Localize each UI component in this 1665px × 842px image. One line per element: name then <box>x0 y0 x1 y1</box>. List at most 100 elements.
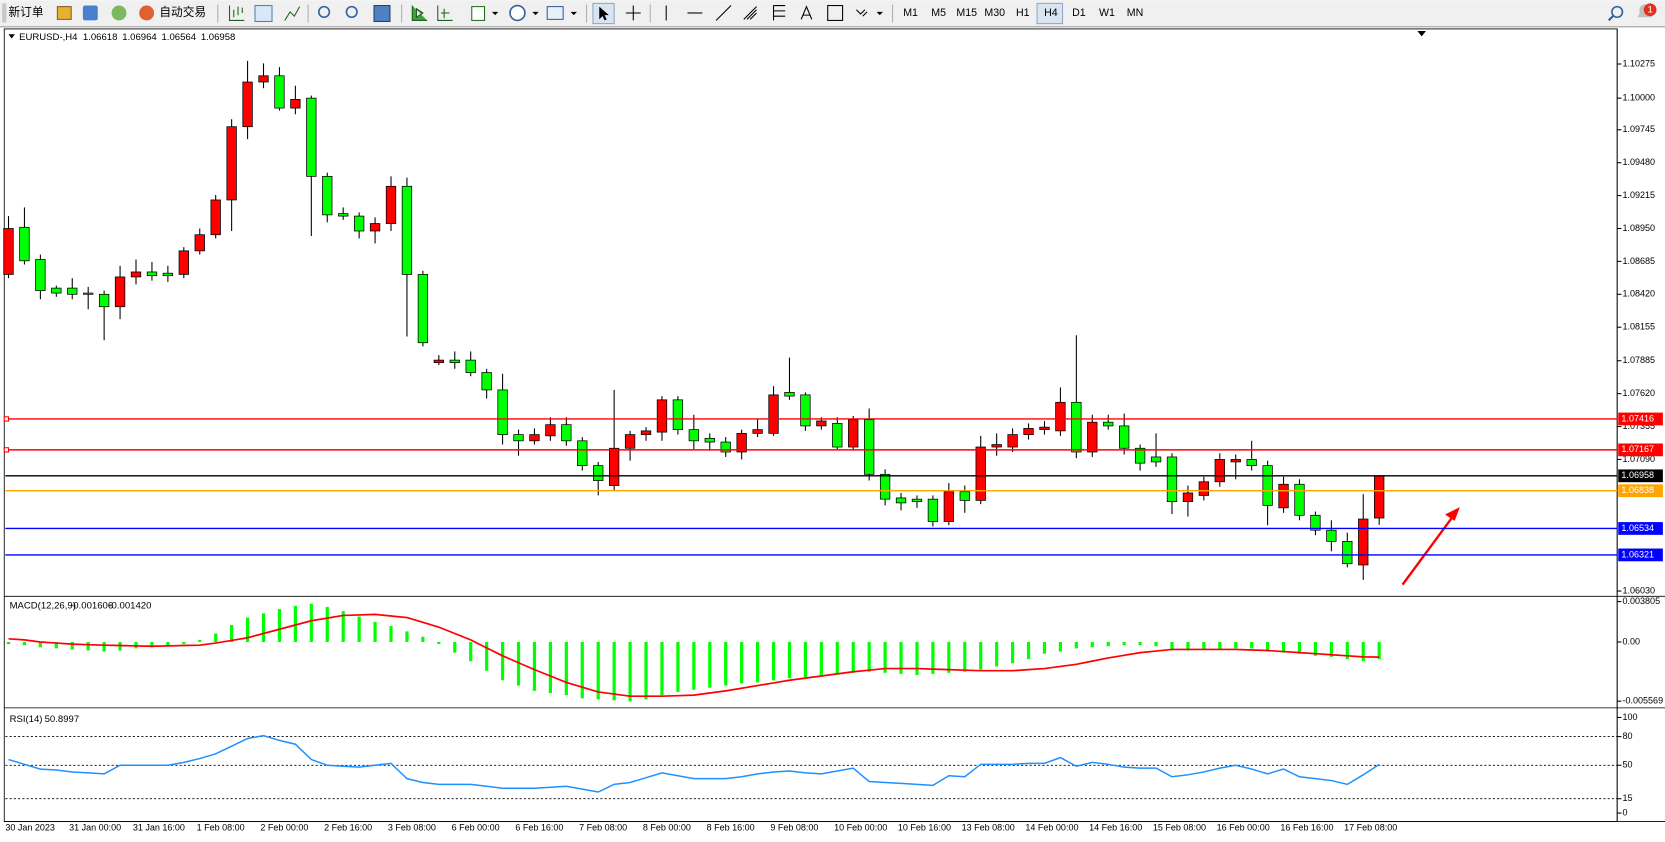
macd-signal <box>8 613 1380 698</box>
macd-bar <box>22 642 27 646</box>
timeframe-selected <box>1036 2 1064 25</box>
timeframe-button[interactable]: M5 <box>931 7 946 19</box>
shift-marker <box>1417 31 1426 37</box>
price-label: 1.06838 <box>1621 485 1654 495</box>
candle-body <box>720 441 731 453</box>
fibonacci[interactable] <box>772 5 786 21</box>
auto-trading-button[interactable]: 自动交易 <box>159 5 206 19</box>
x-tick-label: 6 Feb 00:00 <box>452 822 500 832</box>
macd-bar <box>787 642 792 679</box>
macd-bar <box>1234 642 1238 649</box>
toolbar-bg <box>0 0 1665 27</box>
new-order-button[interactable]: 新订单 <box>9 5 44 19</box>
zoom-in[interactable] <box>317 5 331 19</box>
text-tool[interactable] <box>800 5 813 20</box>
macd-bar <box>230 625 234 643</box>
candle-body <box>481 372 492 391</box>
icon[interactable] <box>111 5 127 21</box>
autoscroll[interactable] <box>411 5 428 21</box>
timeframe-button[interactable]: M1 <box>903 7 918 19</box>
candle-icon[interactable] <box>254 5 273 23</box>
candle-body <box>35 259 46 291</box>
annotation-arrow-head <box>1445 507 1460 521</box>
candle-body <box>704 437 715 443</box>
candle-body <box>1007 434 1018 448</box>
price-label-bg <box>1618 443 1663 457</box>
indicators[interactable] <box>471 6 486 21</box>
candle-body <box>1150 456 1162 463</box>
macd-bar <box>54 642 58 649</box>
x-tick-label: 9 Feb 08:00 <box>770 822 818 832</box>
notification-count[interactable]: 1 <box>1647 4 1652 15</box>
symbol-marker <box>8 34 15 39</box>
candle-body <box>242 81 253 128</box>
candle-body <box>178 250 189 275</box>
y-tick-label: 1.08155 <box>1622 322 1655 332</box>
macd-bar <box>309 603 313 643</box>
macd-bar <box>245 617 250 643</box>
candle-body <box>497 389 508 435</box>
candle-body <box>1055 401 1066 432</box>
candle-body <box>1119 425 1130 449</box>
macd-bar <box>708 642 712 688</box>
macd-bar <box>1042 642 1047 654</box>
candle-body <box>465 359 476 373</box>
y-tick-label: 0.00 <box>1622 636 1640 646</box>
macd-bar <box>1313 642 1318 656</box>
icon[interactable] <box>82 5 98 21</box>
y-tick-label: 1.10000 <box>1622 93 1655 103</box>
macd-bar <box>963 642 967 672</box>
timeframe-button[interactable]: H1 <box>1016 7 1030 19</box>
y-tick-label: 1.07355 <box>1622 421 1655 431</box>
trendline[interactable] <box>715 5 732 21</box>
line-icon[interactable] <box>284 6 301 21</box>
macd-bar <box>485 642 489 671</box>
x-tick-label: 31 Jan 00:00 <box>69 822 121 832</box>
dropdown[interactable] <box>532 11 539 16</box>
badge[interactable] <box>1643 3 1657 17</box>
zoom-out[interactable] <box>345 5 358 19</box>
macd-bar <box>532 642 537 691</box>
timeframe-button[interactable]: H4 <box>1044 7 1058 19</box>
ohlc-value: 1.06958 <box>201 32 236 43</box>
dropdown[interactable] <box>570 11 577 16</box>
periods[interactable] <box>509 4 526 22</box>
candle-body <box>146 271 158 277</box>
search[interactable] <box>1607 15 1614 22</box>
indicator-value: -0.001606 <box>70 600 113 611</box>
label-tool[interactable] <box>827 5 844 21</box>
timeframe-button[interactable]: D1 <box>1072 7 1086 19</box>
arrows-tool[interactable] <box>856 9 868 17</box>
y-tick-label: 1.08950 <box>1622 223 1655 233</box>
cursor[interactable] <box>599 6 609 21</box>
price-label-bg <box>1618 548 1663 562</box>
crosshair[interactable] <box>625 5 641 21</box>
bar-chart-icon[interactable] <box>228 5 245 21</box>
symbol-label: EURUSD-,H4 <box>19 32 78 43</box>
dropdown[interactable] <box>876 11 883 16</box>
timeframe-button[interactable]: M15 <box>956 7 977 19</box>
candle-body <box>322 175 333 216</box>
macd-bar <box>437 642 441 645</box>
x-tick-label: 14 Feb 16:00 <box>1089 822 1142 832</box>
templates[interactable] <box>546 6 564 20</box>
x-tick-label: 31 Jan 16:00 <box>133 822 185 832</box>
auto-trading-icon[interactable] <box>139 5 155 21</box>
ohlc-value: 1.06618 <box>83 32 118 43</box>
x-tick-label: 10 Feb 16:00 <box>898 822 951 832</box>
timeframe-button[interactable]: M30 <box>984 7 1005 19</box>
timeframe-button[interactable]: W1 <box>1099 7 1115 19</box>
tile-windows[interactable] <box>373 5 391 23</box>
macd-bar <box>1122 642 1126 646</box>
candle-body <box>1087 421 1098 453</box>
candle-body <box>911 498 923 503</box>
timeframe-button[interactable]: MN <box>1127 7 1144 19</box>
search[interactable] <box>1611 5 1624 19</box>
icon[interactable] <box>56 6 72 20</box>
candle-body <box>98 293 110 308</box>
x-tick-label: 14 Feb 00:00 <box>1025 822 1078 832</box>
chart-shift[interactable] <box>437 5 453 21</box>
dropdown[interactable] <box>491 11 499 16</box>
channel[interactable] <box>743 6 757 20</box>
macd-bar <box>1011 642 1015 664</box>
